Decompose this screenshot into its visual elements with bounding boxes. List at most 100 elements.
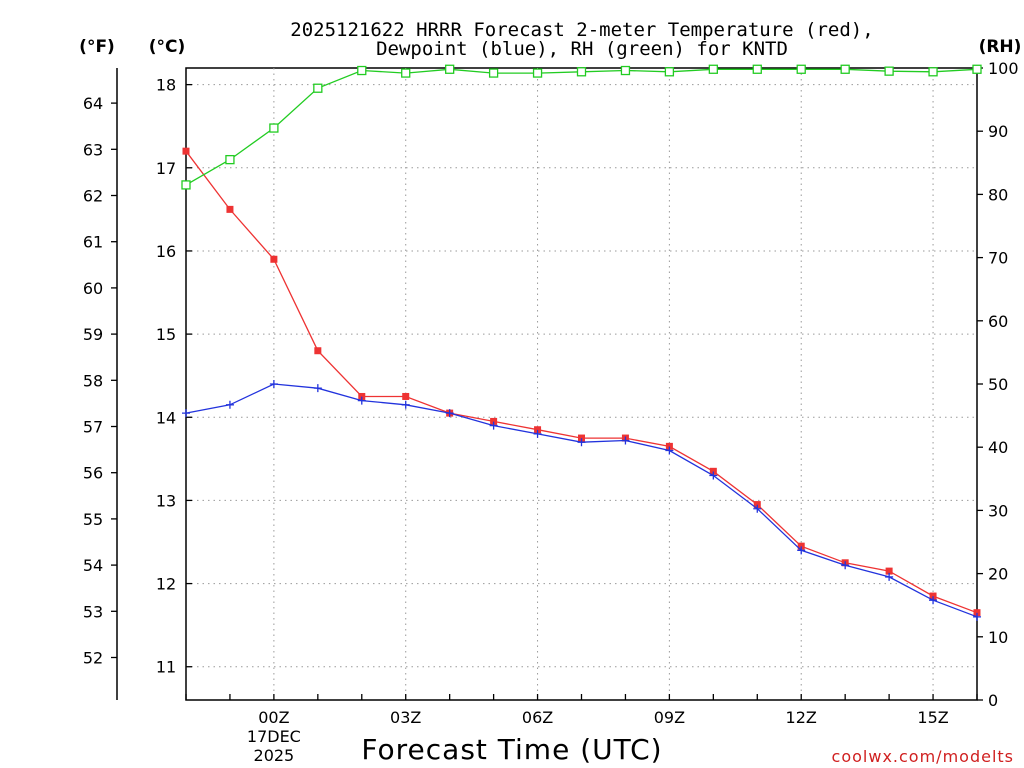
temperature-series-line bbox=[185, 150, 978, 614]
temperature-data-point bbox=[753, 501, 761, 509]
rh-tick-label: 0 bbox=[988, 691, 998, 710]
rh-data-point bbox=[269, 123, 279, 133]
dewpoint-data-point bbox=[225, 400, 234, 409]
time-tick-label: 03Z bbox=[390, 708, 421, 727]
chart-title-line-2: Dewpoint (blue), RH (green) for KNTD bbox=[376, 38, 788, 60]
fahrenheit-tick-label: 62 bbox=[83, 187, 103, 206]
dewpoint-data-point bbox=[489, 421, 498, 430]
celsius-tick-label: 11 bbox=[156, 658, 176, 677]
temperature-data-point bbox=[929, 592, 937, 600]
time-tick-label: 15Z bbox=[917, 708, 948, 727]
time-tick-label: 12Z bbox=[786, 708, 817, 727]
fahrenheit-tick-label: 60 bbox=[83, 279, 103, 298]
gridlines bbox=[186, 68, 977, 700]
fahrenheit-tick-label: 55 bbox=[83, 510, 103, 529]
time-tick-label: 09Z bbox=[654, 708, 685, 727]
fahrenheit-tick-label: 61 bbox=[83, 233, 103, 252]
rh-data-point bbox=[576, 67, 587, 77]
fahrenheit-tick-label: 58 bbox=[83, 371, 103, 390]
rh-unit-label: (RH) bbox=[979, 37, 1022, 57]
temperature-data-point bbox=[709, 467, 717, 475]
dewpoint-data-point bbox=[357, 396, 366, 405]
rh-tick-label: 50 bbox=[988, 375, 1008, 394]
rh-data-point bbox=[313, 83, 323, 93]
time-tick-label: 2025 bbox=[254, 746, 295, 765]
dewpoint-data-point bbox=[401, 400, 410, 409]
time-tick-label: 06Z bbox=[522, 708, 553, 727]
chart-title-line-1: 2025121622 HRRR Forecast 2-meter Tempera… bbox=[290, 19, 873, 41]
plot-area-frame bbox=[185, 67, 978, 701]
rh-tick-label: 60 bbox=[988, 312, 1008, 331]
rh-data-point bbox=[928, 67, 938, 77]
celsius-tick-label: 15 bbox=[156, 325, 176, 344]
rh-data-point bbox=[488, 68, 499, 78]
dewpoint-data-point bbox=[709, 471, 718, 480]
rh-tick-label: 80 bbox=[988, 185, 1008, 204]
temperature-data-point bbox=[665, 442, 673, 450]
rh-data-point bbox=[181, 180, 191, 190]
fahrenheit-tick-label: 56 bbox=[83, 464, 103, 483]
rh-data-point bbox=[225, 154, 235, 165]
fahrenheit-tick-label: 63 bbox=[83, 140, 103, 159]
fahrenheit-tick-label: 64 bbox=[83, 94, 103, 113]
temperature-data-point bbox=[270, 255, 278, 263]
dewpoint-data-point bbox=[797, 546, 806, 555]
rh-data-point bbox=[840, 64, 850, 74]
temperature-data-point bbox=[490, 417, 498, 425]
fahrenheit-tick-label: 54 bbox=[83, 556, 103, 575]
fahrenheit-unit-label: (°F) bbox=[79, 37, 115, 57]
dewpoint-data-point bbox=[533, 429, 542, 438]
credit-label: coolwx.com/modelts bbox=[832, 747, 1014, 766]
celsius-tick-label: 14 bbox=[156, 408, 176, 427]
rh-data-point bbox=[357, 65, 367, 76]
dewpoint-data-point bbox=[621, 436, 630, 445]
rh-data-point bbox=[620, 65, 631, 76]
celsius-tick-label: 12 bbox=[156, 575, 176, 594]
rh-tick-label: 40 bbox=[988, 438, 1008, 457]
dewpoint-data-point bbox=[665, 446, 674, 455]
temperature-data-point bbox=[578, 434, 585, 442]
rh-data-point bbox=[401, 68, 411, 78]
celsius-tick-label: 16 bbox=[156, 242, 176, 261]
dewpoint-data-point bbox=[973, 612, 981, 621]
dewpoint-data-point bbox=[313, 384, 322, 393]
temperature-data-point bbox=[797, 542, 805, 550]
dewpoint-data-point bbox=[445, 409, 454, 418]
rh-tick-label: 90 bbox=[988, 122, 1008, 141]
rh-tick-label: 70 bbox=[988, 249, 1008, 268]
temperature-data-point bbox=[226, 205, 234, 213]
data-series bbox=[181, 64, 982, 621]
dewpoint-data-point bbox=[841, 561, 850, 570]
temperature-data-point bbox=[358, 392, 366, 400]
temperature-data-point bbox=[314, 347, 322, 355]
rh-tick-label: 20 bbox=[988, 565, 1008, 584]
dewpoint-data-point bbox=[269, 380, 278, 388]
celsius-unit-label: (°C) bbox=[149, 37, 186, 57]
dewpoint-data-point bbox=[577, 438, 586, 447]
celsius-tick-label: 13 bbox=[156, 491, 176, 510]
fahrenheit-tick-label: 53 bbox=[83, 602, 103, 621]
dewpoint-data-point bbox=[753, 504, 762, 513]
x-axis-title: Forecast Time (UTC) bbox=[361, 733, 662, 766]
fahrenheit-tick-label: 59 bbox=[83, 325, 103, 344]
time-tick-label: 00Z bbox=[258, 708, 289, 727]
rh-data-point bbox=[664, 67, 675, 77]
dewpoint-data-point bbox=[182, 409, 190, 418]
time-tick-label: 17DEC bbox=[247, 727, 301, 746]
temperature-data-point bbox=[402, 392, 410, 400]
rh-data-point bbox=[532, 68, 543, 78]
fahrenheit-tick-label: 57 bbox=[83, 418, 103, 437]
rh-data-point bbox=[752, 64, 762, 74]
rh-tick-label: 30 bbox=[988, 501, 1008, 520]
dewpoint-data-point bbox=[885, 572, 894, 581]
rh-data-point bbox=[708, 64, 718, 74]
temperature-data-point bbox=[973, 609, 981, 617]
dewpoint-data-point bbox=[929, 596, 938, 605]
rh-data-point bbox=[972, 64, 982, 74]
rh-tick-label: 10 bbox=[988, 628, 1008, 647]
rh-tick-label: 100 bbox=[988, 59, 1019, 78]
temperature-data-point bbox=[885, 567, 893, 575]
temperature-data-point bbox=[534, 426, 542, 434]
